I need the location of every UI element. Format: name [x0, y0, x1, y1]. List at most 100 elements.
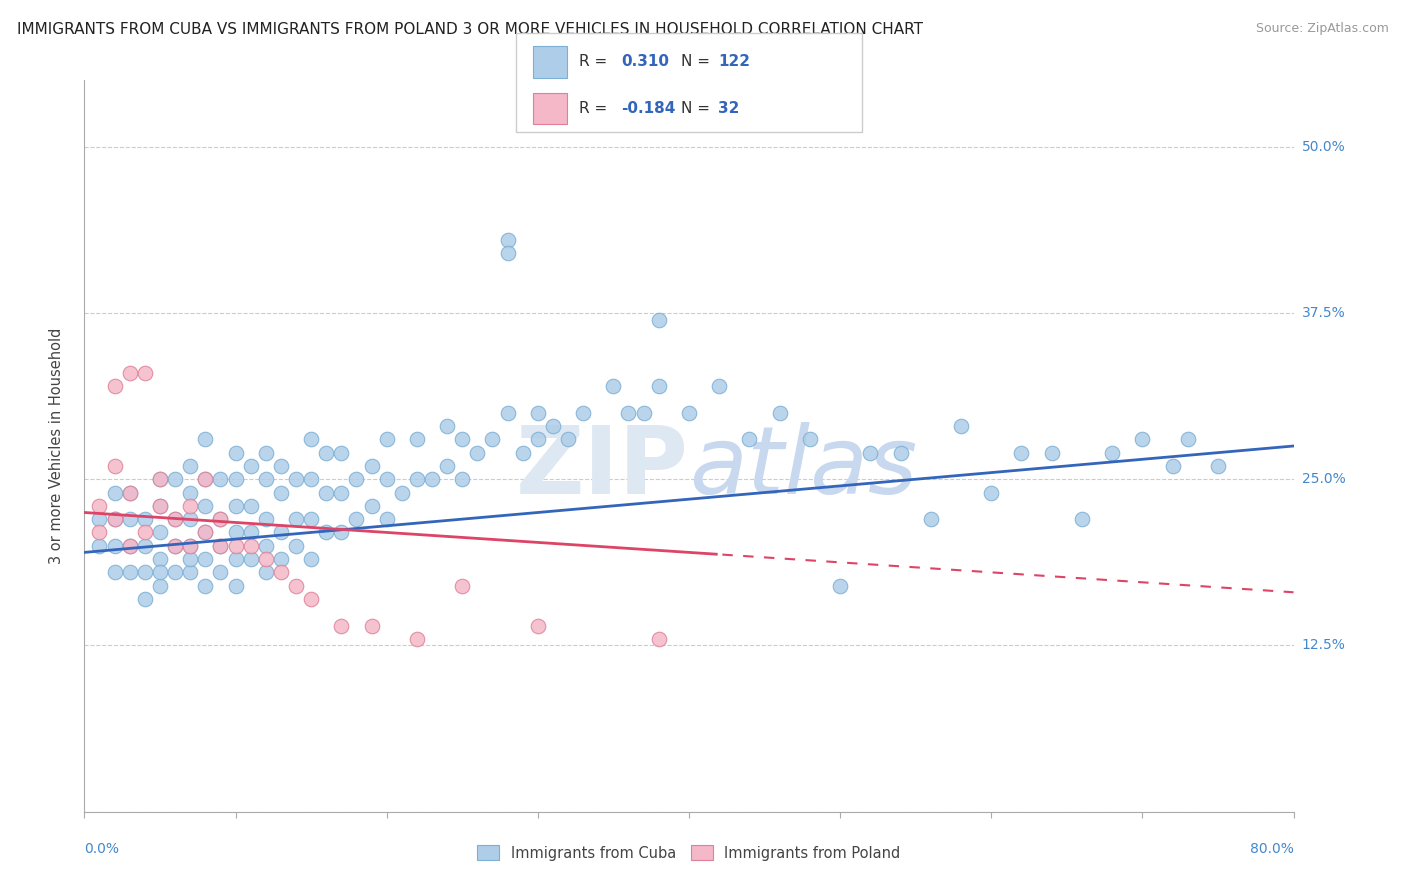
Point	[270, 552, 292, 566]
Text: R =: R =	[579, 54, 613, 70]
Point	[1206, 458, 1229, 473]
Point	[179, 512, 201, 526]
Point	[104, 539, 127, 553]
Point	[360, 458, 382, 473]
Point	[1011, 445, 1033, 459]
Point	[496, 233, 519, 247]
Point	[149, 499, 172, 513]
Point	[1161, 458, 1184, 473]
Point	[225, 472, 247, 486]
Point	[89, 499, 111, 513]
Point	[104, 458, 127, 473]
Point	[406, 433, 429, 447]
Point	[165, 512, 187, 526]
Point	[375, 433, 398, 447]
Point	[149, 499, 172, 513]
Point	[239, 552, 262, 566]
Point	[406, 472, 429, 486]
Point	[194, 499, 217, 513]
Point	[467, 445, 489, 459]
Point	[527, 406, 550, 420]
Point	[375, 472, 398, 486]
Point	[194, 525, 217, 540]
Point	[527, 618, 550, 632]
Point	[648, 379, 671, 393]
Point	[950, 419, 973, 434]
Point	[149, 525, 172, 540]
Point	[254, 445, 277, 459]
Point	[406, 632, 429, 646]
Point	[179, 539, 201, 553]
Point	[315, 525, 337, 540]
Point	[541, 419, 564, 434]
Point	[89, 539, 111, 553]
Point	[769, 406, 792, 420]
Point	[104, 379, 127, 393]
Point	[134, 539, 156, 553]
Point	[134, 366, 156, 380]
Point	[104, 512, 127, 526]
Point	[1071, 512, 1094, 526]
Point	[134, 525, 156, 540]
Point	[104, 566, 127, 580]
Point	[225, 539, 247, 553]
Point	[391, 485, 413, 500]
Point	[299, 552, 322, 566]
Point	[194, 433, 217, 447]
Point	[179, 499, 201, 513]
Point	[678, 406, 700, 420]
Point	[254, 512, 277, 526]
Point	[104, 485, 127, 500]
Point	[375, 512, 398, 526]
Point	[209, 566, 232, 580]
Point	[890, 445, 912, 459]
Point	[572, 406, 595, 420]
Point	[118, 366, 141, 380]
Point	[270, 458, 292, 473]
Point	[194, 472, 217, 486]
Point	[602, 379, 624, 393]
Text: IMMIGRANTS FROM CUBA VS IMMIGRANTS FROM POLAND 3 OR MORE VEHICLES IN HOUSEHOLD C: IMMIGRANTS FROM CUBA VS IMMIGRANTS FROM …	[17, 22, 922, 37]
Point	[1040, 445, 1063, 459]
Point	[1130, 433, 1153, 447]
Point	[299, 433, 322, 447]
Point	[179, 539, 201, 553]
Point	[118, 539, 141, 553]
Point	[254, 472, 277, 486]
Point	[285, 472, 308, 486]
Point	[859, 445, 882, 459]
Point	[299, 512, 322, 526]
Point	[830, 579, 852, 593]
Point	[315, 485, 337, 500]
Text: atlas: atlas	[689, 423, 917, 514]
Point	[134, 512, 156, 526]
Point	[1101, 445, 1123, 459]
Point	[239, 539, 262, 553]
Point	[118, 539, 141, 553]
Point	[920, 512, 942, 526]
Point	[738, 433, 761, 447]
Point	[194, 525, 217, 540]
Point	[648, 632, 671, 646]
Point	[557, 433, 579, 447]
Point	[360, 618, 382, 632]
Point	[225, 445, 247, 459]
Legend: Immigrants from Cuba, Immigrants from Poland: Immigrants from Cuba, Immigrants from Po…	[471, 839, 907, 867]
Point	[118, 485, 141, 500]
Text: -0.184: -0.184	[621, 101, 676, 116]
Text: 50.0%: 50.0%	[1302, 140, 1346, 153]
Text: 122: 122	[718, 54, 751, 70]
Point	[481, 433, 503, 447]
Point	[270, 485, 292, 500]
Point	[149, 579, 172, 593]
Point	[254, 552, 277, 566]
Point	[165, 539, 187, 553]
Point	[633, 406, 655, 420]
Text: ZIP: ZIP	[516, 422, 689, 514]
Point	[179, 552, 201, 566]
Point	[299, 472, 322, 486]
Text: R =: R =	[579, 101, 613, 116]
Point	[420, 472, 443, 486]
Point	[104, 512, 127, 526]
Point	[118, 512, 141, 526]
